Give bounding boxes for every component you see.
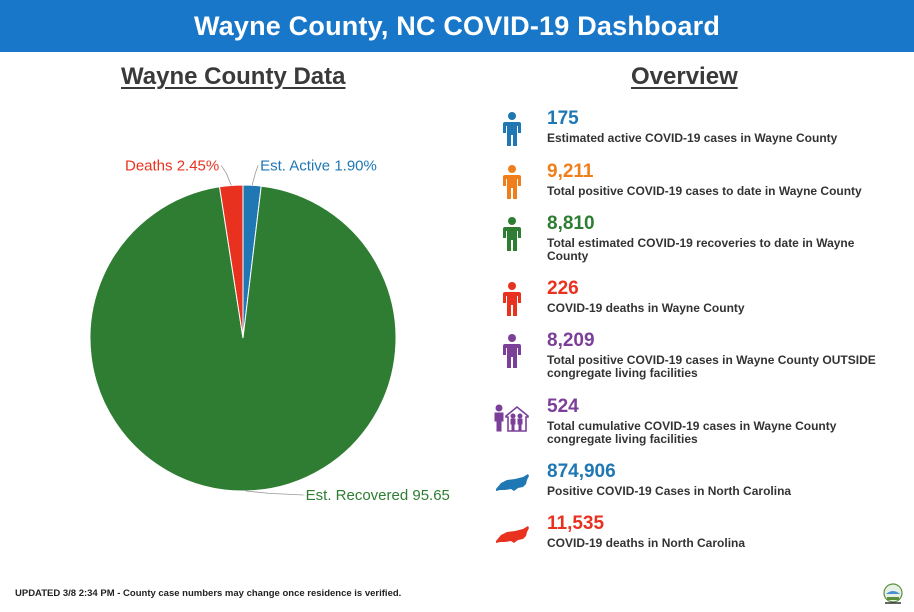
stat-label: Total positive COVID-19 cases in Wayne C… [547,353,876,380]
county-seal-icon [883,583,903,604]
facility-icon [492,400,532,434]
overview-title: Overview [631,63,738,90]
stat-total-positive: 9,211 Total positive COVID-19 cases to d… [492,161,902,213]
stat-congregate: 524 Total cumulative COVID-19 cases in W… [492,396,902,448]
stat-label: Total cumulative COVID-19 cases in Wayne… [547,419,837,446]
stat-label: Estimated active COVID-19 cases in Wayne… [547,131,838,145]
update-note: UPDATED 3/8 2:34 PM - County case number… [15,588,402,599]
person-icon [492,217,532,251]
stat-value: 524 [547,396,579,417]
stat-value: 8,810 [547,213,595,234]
person-icon [492,334,532,368]
nc-map-icon [492,517,532,551]
page-title: Wayne County, NC COVID-19 Dashboard [193,10,721,41]
pie-label: Est. Recovered 95.65 [306,487,450,504]
stat-label: COVID-19 deaths in North Carolina [547,536,746,550]
stat-value: 11,535 [547,513,605,534]
pie-chart: Est. Active 1.90% Est. Recovered 95.65 Dea… [89,157,450,504]
stat-label: Positive COVID-19 Cases in North Carolin… [547,484,792,498]
nc-map-icon [492,465,532,499]
stat-value: 8,209 [547,330,595,351]
stat-outside-congregate: 8,209 Total positive COVID-19 cases in W… [492,330,902,382]
pie-leader-line [245,490,304,496]
stat-value: 874,906 [547,461,616,482]
stat-recoveries: 8,810 Total estimated COVID-19 recoverie… [492,213,902,265]
pie-leader-line [251,165,259,186]
pie-slice-est-recovered [89,185,397,492]
person-icon [492,165,532,199]
stat-value: 226 [547,278,579,299]
stat-nc-deaths: 11,535 COVID-19 deaths in North Carolina [492,513,902,565]
pie-label: Est. Active 1.90% [260,157,377,174]
pie-label: Deaths 2.45% [125,157,219,174]
dashboard-header: Wayne County, NC COVID-19 Dashboard [0,0,914,52]
stat-active-cases: 175 Estimated active COVID-19 cases in W… [492,108,902,160]
stat-label: COVID-19 deaths in Wayne County [547,301,745,315]
stat-label: Total estimated COVID-19 recoveries to d… [547,236,855,263]
person-icon [492,282,532,316]
stat-county-deaths: 226 COVID-19 deaths in Wayne County [492,278,902,330]
person-icon [492,112,532,146]
stat-value: 9,211 [547,161,594,182]
stat-label: Total positive COVID-19 cases to date in… [547,184,862,198]
stat-value: 175 [547,108,579,129]
pie-leader-line [220,165,232,186]
county-data-title: Wayne County Data [121,63,346,90]
stat-nc-positive: 874,906 Positive COVID-19 Cases in North… [492,461,902,513]
